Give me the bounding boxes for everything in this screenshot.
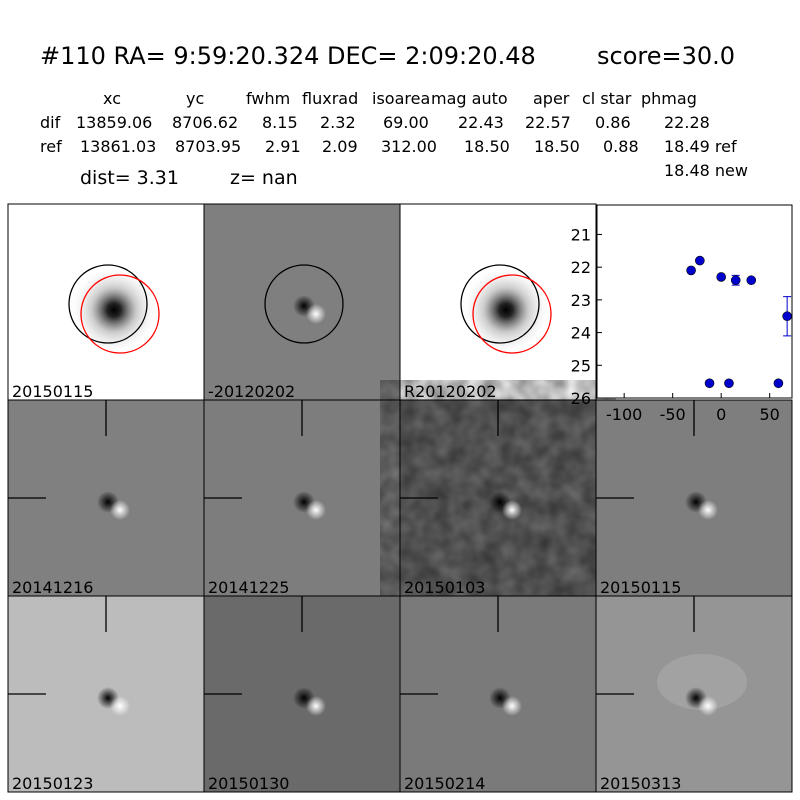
stamp-label: -20120202 [208,382,295,401]
table-cell: 2.32 [320,113,356,132]
table-cell: 18.49 ref [664,137,737,156]
table-cell: 22.43 [458,113,504,132]
stamp-label: 20141225 [208,578,289,597]
y-tick-label: 24 [571,324,591,343]
source [69,265,159,355]
point [716,272,726,282]
table-cell: 18.50 [534,137,580,156]
table-cell: 13861.03 [80,137,156,156]
ref-circle [68,264,148,344]
dipole-bright [698,696,718,716]
point [695,255,705,266]
table-cell: 22.57 [525,113,571,132]
x-tick-label: 0 [716,405,726,424]
dist: dist= 3.31 [80,167,179,189]
stamp-label: R20120202 [404,382,497,401]
column-header: xc [103,89,121,108]
stamp: 20141216 [7,399,205,597]
stamp: -20120202 [203,203,401,401]
y-tick-label: 26 [571,389,591,408]
column-header: fluxrad [302,89,358,108]
point [724,378,734,389]
stamp: 20150115 [595,399,793,597]
x-tick-label: 50 [760,405,780,424]
dipole-bright [502,500,522,520]
point [782,311,792,322]
stamp: 20150130 [203,595,401,793]
dipole-bright [306,696,326,716]
stamp-label: 20150130 [208,774,289,793]
point [704,378,715,389]
stamp-label: 20150313 [600,774,681,793]
point [730,275,741,286]
stamp: 20141225 [203,399,401,597]
phmag-new: 18.48 new [664,161,748,180]
dipole-bright [306,500,326,520]
table-cell: 13859.06 [76,113,152,132]
stamp-frame [595,595,793,793]
stamp-label: 20141216 [12,578,93,597]
stamp: 20150103 [399,399,597,597]
column-header: yc [186,89,204,108]
stamp: 20150313 [595,595,793,793]
table-cell: 2.91 [265,137,301,156]
table-cell: 8703.95 [175,137,241,156]
table-cell: 22.28 [664,113,710,132]
dipole-bright [306,304,326,324]
column-header: cl star [582,89,632,108]
ref-circle [264,264,344,344]
source [461,265,551,355]
y-tick-label: 23 [571,291,591,310]
det-circle [80,274,160,354]
column-header: isoarea [372,89,430,108]
table-cell: 312.00 [381,137,437,156]
title: #110 RA= 9:59:20.324 DEC= 2:09:20.48 [40,42,536,70]
y-tick-label: 21 [571,225,591,244]
det-circle [472,274,552,354]
score: score=30.0 [597,42,735,70]
table-cell: 0.86 [595,113,631,132]
x-tick-label: -50 [660,405,686,424]
table-cell: ref [40,137,62,156]
ref-circle [460,264,540,344]
table-cell: dif [40,113,61,132]
stamp-label: 20150115 [600,578,681,597]
table-cell: 0.88 [603,137,639,156]
dipole-bright [698,500,718,520]
halo [657,654,747,710]
stamp: R20120202 [399,203,597,401]
z: z= nan [230,167,298,189]
point [746,275,757,286]
stamp: 20150214 [399,595,597,793]
table-cell: 69.00 [383,113,429,132]
stamp-label: 20150115 [12,382,93,401]
table-cell: 18.50 [464,137,510,156]
column-header: fwhm [246,89,290,108]
table-cell: 2.09 [322,137,358,156]
column-header: aper [533,89,570,108]
x-tick-label: -100 [606,405,642,424]
stamp: 20150115 [7,203,205,401]
dipole-bright [502,696,522,716]
point [773,378,784,389]
plot-area [596,204,793,399]
column-header: mag auto [431,89,508,108]
table-cell: 8.15 [262,113,298,132]
point [686,265,696,276]
dipole-bright [110,500,130,520]
stamp: 20150123 [7,595,205,793]
y-tick-label: 22 [571,258,591,277]
y-tick-label: 25 [571,356,591,375]
column-header: phmag [641,89,697,108]
table-cell: 8706.62 [172,113,238,132]
dipole-bright [110,696,130,716]
stamp-label: 20150214 [404,774,485,793]
stamp-label: 20150103 [404,578,485,597]
stamp-label: 20150123 [12,774,93,793]
